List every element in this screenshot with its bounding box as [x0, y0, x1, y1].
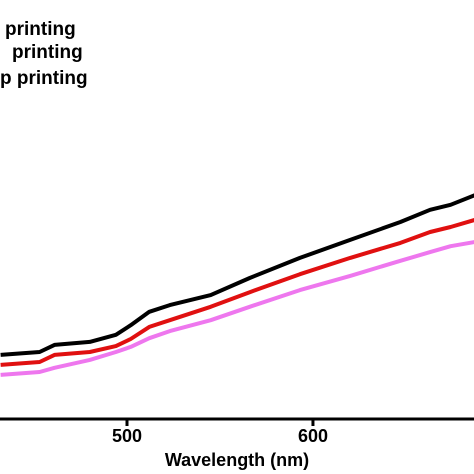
legend-label: printing: [5, 19, 76, 40]
series-line: [0, 240, 474, 377]
series-line: [0, 193, 474, 357]
x-tick-label: 500: [112, 426, 142, 446]
legend-label: printing: [12, 42, 83, 63]
x-tick-label: 600: [298, 426, 328, 446]
series-line: [0, 218, 474, 367]
legend-label: p printing: [0, 68, 88, 89]
x-axis-label: Wavelength (nm): [165, 450, 309, 470]
